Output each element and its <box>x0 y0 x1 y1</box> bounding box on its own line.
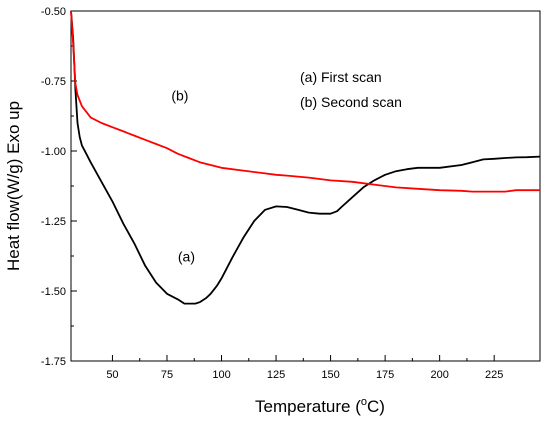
annotation-a: (a) <box>178 249 195 265</box>
x-axis-title-main: Temperature ( <box>255 397 361 416</box>
legend-entry-b: (b) Second scan <box>300 94 402 110</box>
x-tick-label: 100 <box>212 369 230 381</box>
series-layer <box>70 10 541 305</box>
series-line-b <box>70 10 540 193</box>
x-tick-label: 75 <box>161 369 173 381</box>
x-tick-label: 50 <box>106 369 118 381</box>
y-axis-title: Heat flow(W/g) Exo up <box>4 101 23 271</box>
y-tick-label: -0.50 <box>41 6 66 18</box>
x-axis-title-sup: o <box>361 396 367 408</box>
ticks-layer: 50 75 100 125 150 175 200 225 -0.50 -0.75 -1.00 -1.… <box>41 6 503 381</box>
x-axis-title: Temperature (oC) <box>255 396 385 416</box>
x-tick-label: 200 <box>430 369 448 381</box>
y-tick-label: -1.50 <box>41 286 66 298</box>
y-tick-label: -1.25 <box>41 216 66 228</box>
x-tick-label: 225 <box>485 369 503 381</box>
series-line-a <box>70 10 541 305</box>
x-axis-title-end: C) <box>367 397 385 416</box>
x-tick-label: 175 <box>376 369 394 381</box>
annotation-b: (b) <box>171 88 188 104</box>
x-tick-label: 150 <box>321 369 339 381</box>
plot-area-frame <box>70 10 541 362</box>
x-tick-label: 125 <box>267 369 285 381</box>
y-tick-label: -0.75 <box>41 76 66 88</box>
y-tick-label: -1.00 <box>41 146 66 158</box>
legend-entry-a: (a) First scan <box>300 69 382 85</box>
y-tick-label: -1.75 <box>41 356 66 368</box>
